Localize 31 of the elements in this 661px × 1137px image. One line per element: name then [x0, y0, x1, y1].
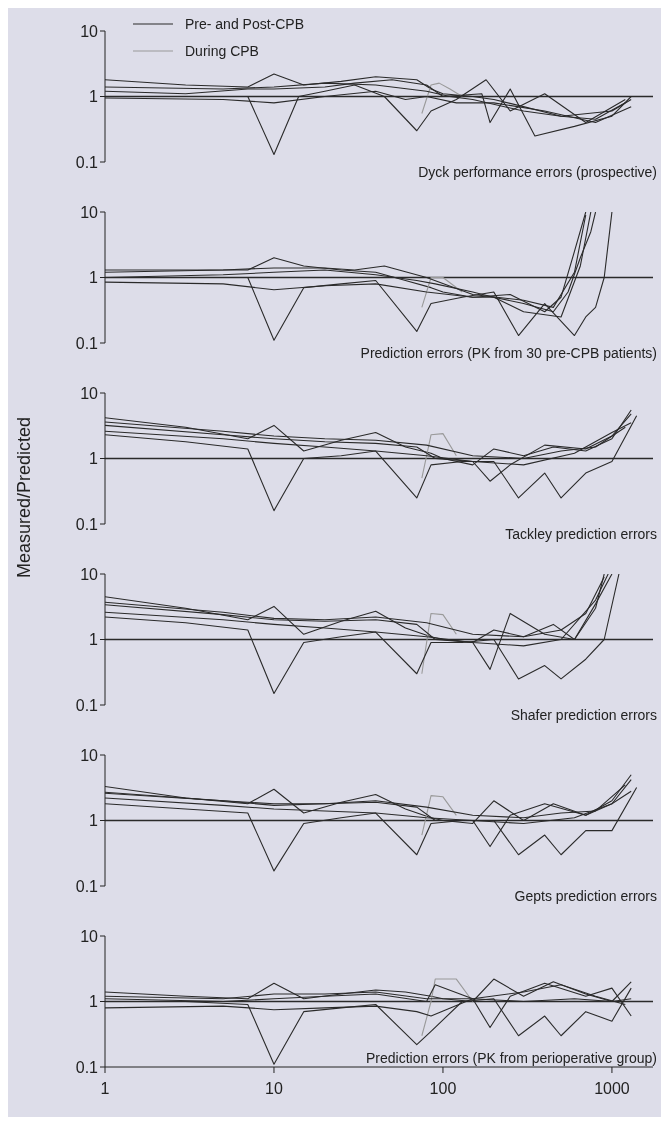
y-tick-label: 0.1	[75, 1058, 99, 1076]
y-tick-label: 0.1	[75, 877, 99, 895]
x-tick-label: 1000	[594, 1080, 630, 1098]
y-tick-label: 10	[80, 565, 99, 583]
y-tick-label: 1	[89, 993, 99, 1011]
text: Prediction errors (PK from perioperative group)	[365, 1050, 657, 1066]
y-tick-label: 10	[80, 746, 99, 764]
y-tick-label: 1	[89, 631, 99, 649]
text: Prediction errors (PK from 30 pre-CPB patients)	[360, 345, 657, 361]
y-tick-label: 10	[80, 927, 99, 945]
text: Gepts prediction errors	[514, 888, 657, 904]
text: Dyck performance errors (prospective)	[418, 164, 657, 180]
y-tick-label: 1	[89, 450, 99, 468]
y-tick-label: 10	[80, 384, 99, 402]
y-tick-label: 1	[89, 88, 99, 106]
legend-label: Pre- and Post-CPB	[185, 15, 305, 32]
y-tick-label: 0.1	[75, 515, 99, 533]
y-tick-label: 0.1	[75, 696, 99, 714]
y-tick-label: 0.1	[75, 153, 99, 171]
x-tick-label: 1	[100, 1080, 110, 1098]
y-tick-label: 1	[89, 269, 99, 287]
text: Shafer prediction errors	[510, 707, 657, 723]
y-axis-title: Measured/Predicted	[13, 415, 35, 580]
x-tick-label: 10	[265, 1080, 283, 1098]
text: Tackley prediction errors	[505, 526, 657, 542]
y-tick-label: 10	[80, 203, 99, 221]
x-tick-label: 100	[429, 1080, 457, 1098]
y-tick-label: 1	[89, 812, 99, 830]
y-tick-label: 10	[80, 22, 99, 40]
legend-label: During CPB	[185, 42, 259, 59]
y-tick-label: 0.1	[75, 334, 99, 352]
